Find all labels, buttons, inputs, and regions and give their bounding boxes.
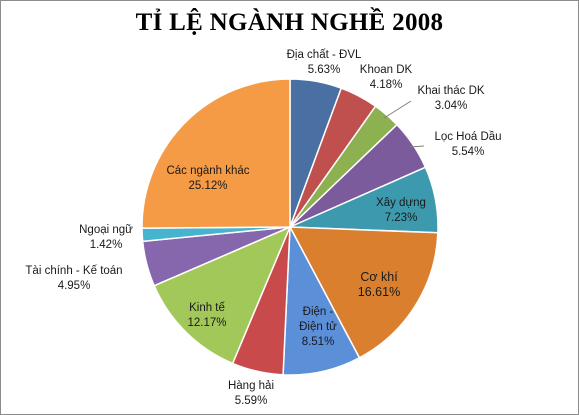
pie-slice	[141, 78, 291, 229]
slice-label: Địa chất - ĐVL	[287, 49, 362, 61]
slice-label: Ngoại ngữ	[79, 224, 133, 236]
slice-label: Cơ khí	[360, 270, 398, 284]
slice-value-label: 25.12%	[188, 180, 227, 192]
leader-line	[383, 100, 412, 119]
slice-label: Khoan DK	[360, 64, 413, 76]
slice-value-label: 12.17%	[187, 317, 226, 329]
slice-label: Hàng hải	[228, 380, 274, 392]
slice-value-label: 7.23%	[385, 212, 418, 224]
leader-line	[409, 145, 425, 148]
slice-label: Điện -	[303, 306, 334, 318]
slice-value-label: 4.18%	[370, 79, 403, 91]
slice-value-label: 3.04%	[435, 100, 468, 112]
slice-label: Lọc Hoá Dầu	[434, 131, 501, 143]
slice-value-label: 16.61%	[358, 285, 400, 299]
slice-value-label: 4.95%	[58, 280, 91, 292]
slice-label: Các ngành khác	[166, 165, 249, 177]
slice-value-label: 5.59%	[235, 395, 268, 407]
slice-label: Tài chính - Kế toán	[25, 265, 122, 277]
pie-slice	[153, 225, 292, 365]
slice-value-label: 5.63%	[308, 64, 341, 76]
slice-label: Điện tử	[299, 321, 337, 333]
slice-label: Kinh tế	[189, 302, 225, 314]
slice-label: Xây dựng	[376, 197, 426, 209]
slice-label: Khai thác DK	[417, 85, 484, 97]
chart-title: TỈ LỆ NGÀNH NGHỀ 2008	[135, 9, 444, 36]
pie-slice	[288, 226, 439, 359]
slice-value-label: 8.51%	[302, 336, 335, 348]
slice-value-label: 5.54%	[452, 146, 485, 158]
slice-value-label: 1.42%	[90, 239, 123, 251]
